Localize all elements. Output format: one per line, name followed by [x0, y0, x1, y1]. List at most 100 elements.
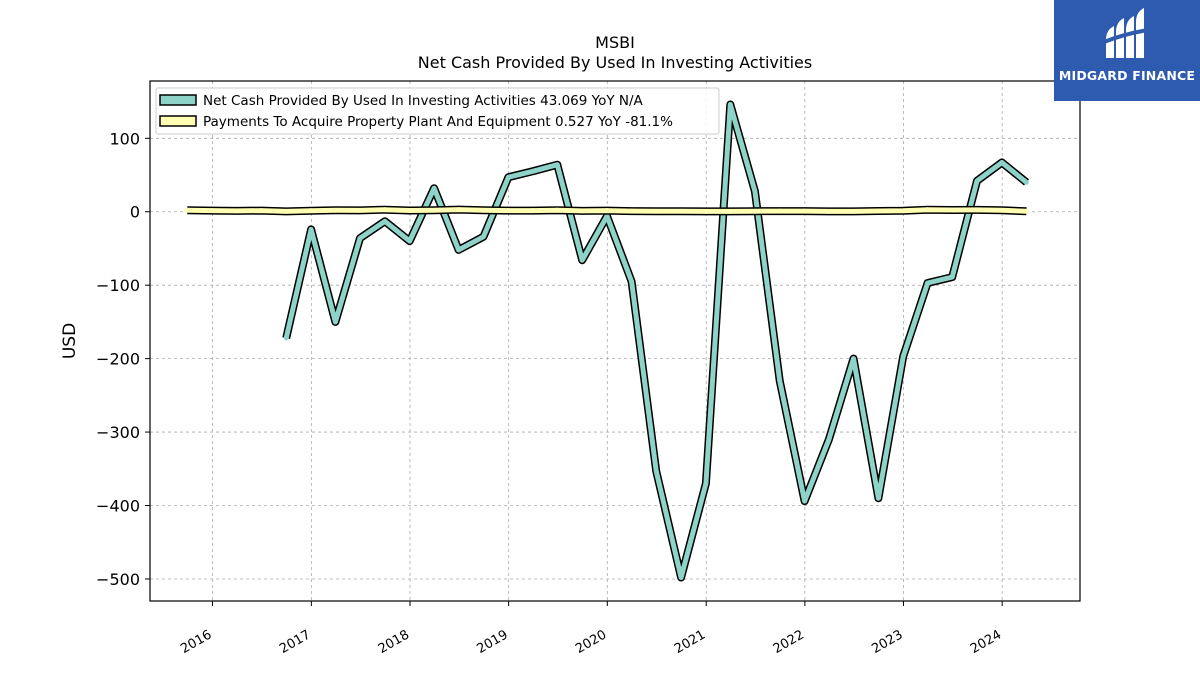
data-point: [456, 247, 462, 253]
legend-swatch: [159, 115, 197, 127]
data-point: [777, 208, 783, 214]
data-point: [554, 162, 560, 168]
data-point: [826, 437, 832, 442]
data-point: [234, 208, 240, 214]
data-point: [357, 235, 363, 241]
data-point: [333, 319, 338, 325]
data-point: [333, 207, 338, 213]
data-point: [875, 495, 881, 501]
data-point: [505, 208, 511, 213]
data-point: [308, 226, 314, 232]
data-point: [727, 209, 733, 214]
data-point: [209, 208, 215, 213]
data-point: [258, 208, 264, 214]
data-point: [184, 207, 190, 213]
y-tick-label: −200: [96, 350, 140, 369]
data-point: [604, 208, 610, 213]
data-point: [283, 335, 289, 341]
data-point: [900, 208, 906, 214]
data-point: [974, 178, 980, 184]
data-point: [554, 207, 560, 213]
data-point: [802, 498, 807, 504]
data-point: [727, 102, 733, 107]
data-point: [653, 208, 659, 214]
data-point: [851, 356, 856, 362]
legend: Net Cash Provided By Used In Investing A…: [155, 87, 720, 135]
chart-subtitle: Net Cash Provided By Used In Investing A…: [418, 53, 812, 72]
data-point: [481, 207, 486, 213]
data-point: [777, 378, 783, 384]
x-tick-label: 2021: [672, 627, 708, 657]
data-point: [579, 208, 585, 214]
data-point: [530, 168, 536, 174]
y-axis-label: USD: [60, 323, 80, 359]
data-point: [752, 188, 758, 194]
data-point: [925, 207, 930, 213]
y-tick-label: 100: [109, 129, 140, 148]
data-point: [579, 257, 585, 263]
brand-logo: MIDGARD FINANCE: [1054, 0, 1200, 101]
data-point: [925, 280, 930, 286]
grid: [150, 81, 1080, 601]
x-tick-label: 2020: [573, 627, 609, 657]
y-tick-label: 0: [130, 203, 140, 222]
data-point: [703, 208, 709, 214]
data-point: [308, 208, 314, 214]
data-point: [604, 213, 610, 219]
x-tick-label: 2019: [474, 627, 510, 657]
data-point: [752, 208, 758, 214]
x-tick-label: 2023: [869, 627, 905, 657]
data-point: [974, 207, 980, 213]
logo-text: MIDGARD FINANCE: [1058, 68, 1196, 83]
x-tick-label: 2022: [771, 627, 807, 657]
data-point: [999, 160, 1005, 165]
data-point: [949, 274, 955, 280]
chart-title: MSBI: [595, 33, 635, 52]
data-point: [481, 234, 486, 240]
series-line-outline: [282, 100, 1030, 582]
data-point: [703, 481, 709, 486]
data-point: [629, 208, 635, 214]
plot-frame: [149, 80, 1081, 602]
data-point: [431, 185, 437, 191]
y-tick-label: −100: [96, 276, 140, 295]
data-point: [382, 207, 388, 213]
logo-mark-icon: [1103, 8, 1149, 58]
y-tick-label: −300: [96, 423, 140, 442]
series-line: [283, 102, 1029, 580]
data-point: [875, 208, 881, 214]
data-point: [456, 207, 462, 213]
data-point: [826, 208, 832, 214]
y-tick-label: −500: [96, 570, 140, 589]
legend-entry: Net Cash Provided By Used In Investing A…: [203, 93, 644, 109]
legend-entry: Payments To Acquire Property Plant And E…: [203, 114, 673, 130]
data-point: [678, 575, 684, 580]
data-point: [407, 238, 413, 244]
x-tick-label: 2024: [968, 627, 1004, 657]
data-point: [505, 174, 511, 180]
legend-swatch: [159, 94, 197, 106]
data-point: [431, 207, 437, 213]
legend-box: [155, 87, 720, 135]
data-point: [851, 208, 856, 214]
data-point: [999, 207, 1005, 213]
y-tick-label: −400: [96, 497, 140, 516]
data-point: [900, 354, 906, 359]
data-point: [382, 218, 388, 224]
x-tick-label: 2018: [376, 627, 412, 657]
data-point: [357, 208, 363, 213]
data-point: [629, 279, 635, 284]
data-point: [678, 208, 684, 214]
data-point: [1024, 208, 1029, 214]
data-point: [407, 208, 413, 213]
data-point: [530, 208, 536, 213]
data-point: [802, 208, 807, 214]
data-point: [949, 207, 955, 213]
series-layer: [184, 100, 1030, 582]
data-point: [653, 468, 659, 474]
x-tick-label: 2017: [277, 627, 313, 657]
data-point: [1024, 179, 1029, 185]
data-point: [283, 208, 289, 214]
x-tick-label: 2016: [178, 627, 214, 657]
